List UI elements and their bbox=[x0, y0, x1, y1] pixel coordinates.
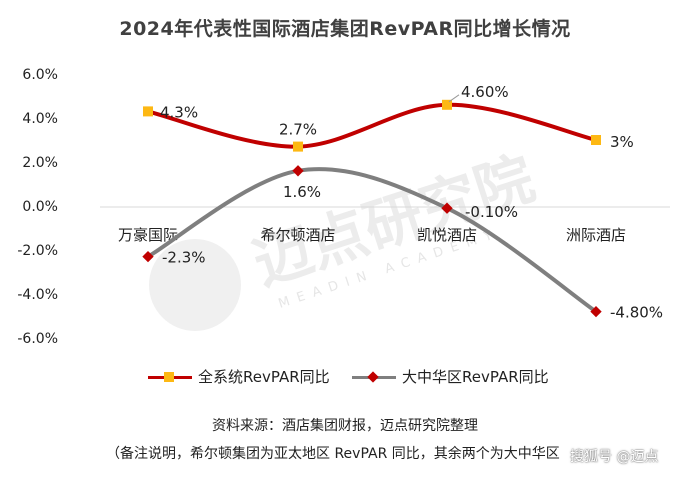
data-point-global bbox=[293, 141, 303, 152]
y-tick-label: -2.0% bbox=[17, 243, 58, 259]
legend-swatch-global bbox=[148, 369, 192, 385]
series-layer bbox=[142, 99, 602, 318]
watermark-logo-icon bbox=[149, 239, 241, 331]
data-point-china bbox=[142, 250, 154, 263]
legend-item-china: 大中华区RevPAR同比 bbox=[352, 366, 549, 387]
data-labels: 4.3% 2.7% 4.60% 3% -2.3% 1.6% -0.10% -4.80% bbox=[160, 83, 663, 322]
data-label: -0.10% bbox=[465, 203, 518, 221]
data-label: -2.3% bbox=[162, 249, 206, 267]
y-tick-label: -4.0% bbox=[17, 287, 58, 303]
x-category-label: 希尔顿酒店 bbox=[260, 226, 335, 244]
data-label: 4.3% bbox=[160, 103, 198, 121]
y-tick-label: 0.0% bbox=[22, 199, 58, 215]
data-label: 2.7% bbox=[279, 121, 317, 139]
data-point-global bbox=[442, 99, 452, 110]
chart-title: 2024年代表性国际酒店集团RevPAR同比增长情况 bbox=[119, 18, 571, 40]
label-leader-line bbox=[448, 94, 460, 103]
y-tick-label: 4.0% bbox=[22, 111, 58, 127]
data-label: 3% bbox=[610, 133, 634, 151]
legend-swatch-china bbox=[352, 369, 396, 385]
data-point-china bbox=[590, 305, 602, 318]
series-line-china bbox=[146, 167, 598, 314]
remark-note: （备注说明，希尔顿集团为亚太地区 RevPAR 同比，其余两个为大中华区 bbox=[106, 446, 560, 462]
corner-watermark: 搜狐号 @迈点 bbox=[570, 449, 659, 465]
source-note: 资料来源：酒店集团财报，迈点研究院整理 bbox=[212, 418, 478, 434]
legend-label-global: 全系统RevPAR同比 bbox=[198, 368, 330, 386]
data-label: -4.80% bbox=[610, 304, 663, 322]
data-point-china bbox=[441, 202, 453, 214]
y-tick-label: 6.0% bbox=[22, 67, 58, 83]
data-point-china bbox=[292, 165, 304, 177]
data-point-global bbox=[143, 106, 153, 117]
series-line-global bbox=[146, 102, 598, 149]
y-tick-label: 2.0% bbox=[22, 155, 58, 171]
y-tick-label: -6.0% bbox=[17, 331, 58, 347]
data-point-global bbox=[591, 135, 601, 145]
data-label: 4.60% bbox=[461, 83, 509, 101]
x-category-label: 洲际酒店 bbox=[566, 226, 626, 244]
data-label: 1.6% bbox=[283, 183, 321, 201]
x-category-label: 万豪国际 bbox=[118, 226, 178, 244]
x-category-label: 凯悦酒店 bbox=[417, 226, 477, 244]
y-axis: 6.0% 4.0% 2.0% 0.0% -2.0% -4.0% -6.0% bbox=[17, 67, 58, 347]
legend-item-global: 全系统RevPAR同比 bbox=[148, 366, 330, 387]
legend-label-china: 大中华区RevPAR同比 bbox=[402, 368, 549, 386]
x-axis: 万豪国际 希尔顿酒店 凯悦酒店 洲际酒店 bbox=[118, 226, 626, 244]
legend: 全系统RevPAR同比 大中华区RevPAR同比 bbox=[0, 366, 690, 388]
